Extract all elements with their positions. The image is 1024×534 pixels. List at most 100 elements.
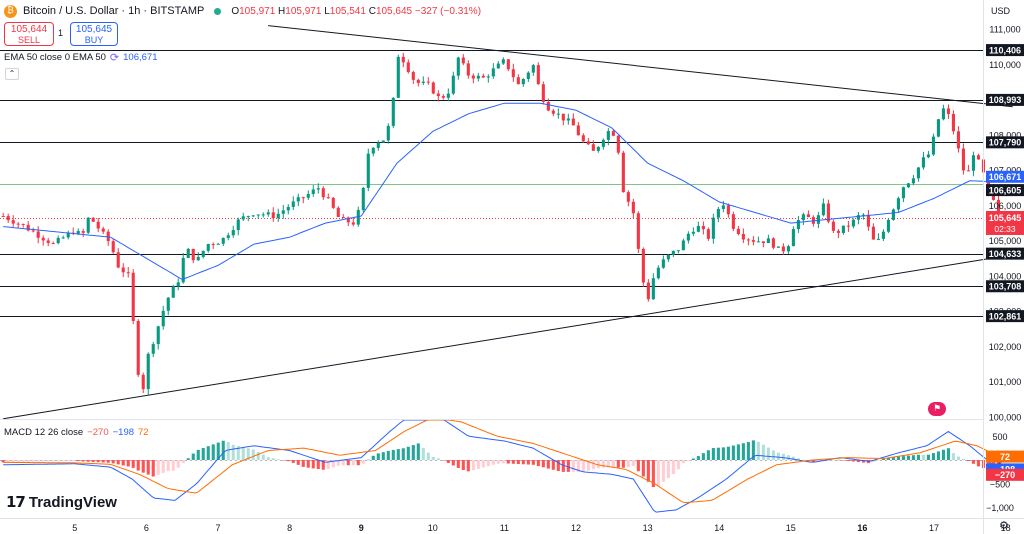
candle[interactable]	[756, 241, 760, 243]
candle[interactable]	[361, 187, 365, 211]
candle[interactable]	[841, 225, 845, 233]
candle[interactable]	[701, 225, 705, 230]
candle[interactable]	[26, 224, 30, 231]
candle[interactable]	[676, 250, 680, 252]
candle[interactable]	[931, 136, 935, 155]
candle[interactable]	[366, 153, 370, 188]
candle[interactable]	[91, 217, 95, 222]
candle[interactable]	[951, 113, 955, 132]
candle[interactable]	[166, 297, 170, 311]
candle[interactable]	[886, 219, 890, 232]
candle[interactable]	[941, 108, 945, 120]
candle[interactable]	[36, 231, 40, 238]
candle[interactable]	[636, 213, 640, 249]
candle[interactable]	[31, 230, 35, 232]
candle[interactable]	[511, 69, 515, 78]
candle[interactable]	[881, 231, 885, 239]
candle[interactable]	[866, 214, 870, 227]
candle[interactable]	[221, 237, 225, 244]
candle[interactable]	[56, 237, 60, 244]
candle[interactable]	[391, 97, 395, 126]
collapse-legend-button[interactable]: ⌃	[5, 68, 19, 80]
candle[interactable]	[351, 222, 355, 225]
candle[interactable]	[621, 152, 625, 193]
candle[interactable]	[576, 125, 580, 136]
candle[interactable]	[891, 209, 895, 220]
refresh-icon[interactable]: ⟳	[109, 51, 120, 64]
candle[interactable]	[916, 167, 920, 179]
candle[interactable]	[131, 272, 135, 321]
candle[interactable]	[831, 221, 835, 231]
candle[interactable]	[191, 248, 195, 261]
candle[interactable]	[501, 59, 505, 64]
buy-button[interactable]: 105,645 BUY	[70, 22, 118, 46]
candle[interactable]	[626, 192, 630, 202]
candle[interactable]	[426, 81, 430, 83]
candle[interactable]	[451, 75, 455, 94]
candle[interactable]	[296, 197, 300, 202]
candle[interactable]	[206, 244, 210, 251]
candle[interactable]	[751, 240, 755, 242]
candle[interactable]	[181, 257, 185, 283]
candle[interactable]	[526, 72, 530, 79]
candle[interactable]	[151, 344, 155, 354]
candle[interactable]	[86, 217, 90, 233]
candle[interactable]	[856, 215, 860, 220]
candle[interactable]	[201, 250, 205, 257]
candle[interactable]	[396, 56, 400, 98]
candle[interactable]	[746, 239, 750, 241]
candle[interactable]	[596, 146, 600, 151]
candle[interactable]	[966, 170, 970, 172]
candle[interactable]	[601, 139, 605, 147]
candle[interactable]	[171, 286, 175, 298]
candle[interactable]	[411, 72, 415, 80]
candle[interactable]	[506, 59, 510, 70]
candle[interactable]	[16, 223, 20, 225]
candle[interactable]	[631, 201, 635, 214]
candle[interactable]	[476, 75, 480, 79]
symbol-title[interactable]: Bitcoin / U.S. Dollar · 1h · BITSTAMP	[23, 5, 205, 17]
candle[interactable]	[481, 75, 485, 78]
candle[interactable]	[386, 125, 390, 141]
candle[interactable]	[976, 155, 980, 160]
candle[interactable]	[286, 206, 290, 211]
candle[interactable]	[556, 113, 560, 115]
candle[interactable]	[821, 203, 825, 216]
candle[interactable]	[911, 178, 915, 184]
candle[interactable]	[736, 228, 740, 234]
candle[interactable]	[921, 157, 925, 168]
candle[interactable]	[836, 230, 840, 233]
candle[interactable]	[216, 243, 220, 245]
candle[interactable]	[611, 131, 615, 136]
candle[interactable]	[146, 353, 150, 390]
candle[interactable]	[96, 221, 100, 229]
candle[interactable]	[376, 142, 380, 148]
candle[interactable]	[896, 198, 900, 210]
candle[interactable]	[761, 241, 765, 244]
candle[interactable]	[231, 230, 235, 236]
candle[interactable]	[726, 205, 730, 215]
candle[interactable]	[531, 65, 535, 73]
candle[interactable]	[946, 108, 950, 114]
candle[interactable]	[401, 56, 405, 63]
candle[interactable]	[781, 246, 785, 252]
candle[interactable]	[851, 219, 855, 227]
candle[interactable]	[871, 226, 875, 240]
candle[interactable]	[346, 217, 350, 223]
candle[interactable]	[246, 216, 250, 218]
candle[interactable]	[211, 244, 215, 246]
candle[interactable]	[656, 267, 660, 279]
candle[interactable]	[696, 225, 700, 232]
candle[interactable]	[61, 237, 65, 239]
candle[interactable]	[326, 197, 330, 199]
candle[interactable]	[926, 154, 930, 158]
candle[interactable]	[226, 235, 230, 238]
candle[interactable]	[571, 118, 575, 126]
candle[interactable]	[961, 148, 965, 171]
trendline-0[interactable]	[268, 25, 1013, 108]
candle[interactable]	[111, 241, 115, 253]
candle[interactable]	[336, 207, 340, 218]
candle[interactable]	[651, 278, 655, 300]
candle[interactable]	[771, 238, 775, 248]
candle[interactable]	[561, 113, 565, 121]
